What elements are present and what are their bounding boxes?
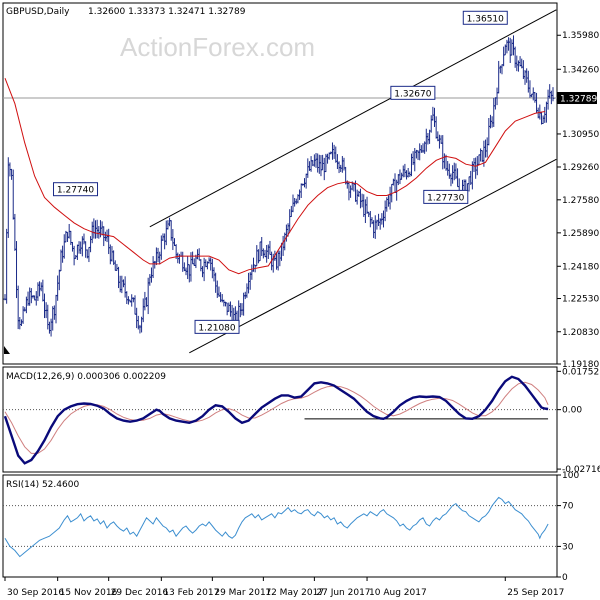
price-y-tick-label: 1.30950 [562,130,599,140]
price-y-tick-label: 1.25890 [562,229,599,239]
rsi-y-tick-label: 100 [562,471,579,481]
x-tick-label: 25 Sep 2017 [507,588,564,598]
rsi-y-tick-label: 70 [562,502,574,512]
macd-y-tick-label: 0.017521 [562,367,600,377]
annotation-label: 1.27730 [427,193,464,203]
annotation-box [423,189,469,204]
price-chart-title: GBPUSD,Daily [6,7,70,17]
rsi-title: RSI(14) 52.4600 [6,480,79,490]
price-annotation: 1.21080 [194,319,240,334]
price-y-tick-label: 1.34260 [562,65,599,75]
price-y-tick-label: 1.27580 [562,196,599,206]
ohlc-bars [3,35,555,337]
channel-lower-line [189,158,557,354]
price-y-tick-label: 1.20830 [562,328,599,338]
annotation-box [53,182,99,197]
annotation-box [194,319,240,334]
price-annotation: 1.32670 [390,85,436,100]
rsi-y-tick-label: 30 [562,542,574,552]
price-y-tick-label: 1.19180 [562,360,599,370]
macd-y-tick-label: -0.027169 [562,465,600,475]
x-tick-label: 29 Mar 2017 [214,588,271,598]
annotation-label: 1.32670 [394,89,431,99]
ohlc-header: 1.32600 1.33373 1.32471 1.32789 [88,7,246,17]
rsi-y-tick-label: 0 [562,573,568,583]
channel-upper-line [149,9,557,228]
price-annotation: 1.36510 [462,10,508,25]
watermark: ActionForex.com [120,32,315,62]
price-annotation: 1.27730 [423,189,469,204]
macd-panel-frame [2,366,558,473]
x-tick-label: 27 Jun 2017 [316,588,370,598]
panel-frames [2,2,558,578]
annotation-label: 1.27740 [57,186,94,196]
price-y-tick-label: 1.35980 [562,31,599,41]
start-marker-icon [4,346,10,354]
macd-y-tick-label: 0.00 [562,406,582,416]
x-tick-label: 15 Nov 2016 [60,588,118,598]
x-tick-label: 10 Aug 2017 [369,588,427,598]
annotation-label: 1.36510 [467,14,504,24]
moving-average-line [4,78,545,275]
rsi-line [4,496,549,558]
last-price-tag: 1.32789 [557,92,597,105]
rsi-panel-frame [2,474,558,578]
x-tick-label: 29 Dec 2016 [111,588,169,598]
price-y-tick-label: 1.29260 [562,163,599,173]
last-price-tag-label: 1.32789 [560,95,597,105]
macd-line [3,375,549,465]
annotation-label: 1.21080 [198,323,235,333]
annotation-box [390,85,436,100]
price-annotation: 1.27740 [53,182,99,197]
price-y-tick-label: 1.22530 [562,295,599,305]
annotation-box [462,10,508,25]
price-y-tick-label: 1.24180 [562,262,599,272]
last-price-tag-box [557,92,597,105]
x-tick-label: 12 May 2017 [265,588,324,598]
x-tick-label: 30 Sep 2016 [7,588,64,598]
macd-title: MACD(12,26,9) 0.000306 0.002209 [6,372,166,382]
price-bar [551,87,555,102]
x-tick-label: 13 Feb 2017 [163,588,219,598]
